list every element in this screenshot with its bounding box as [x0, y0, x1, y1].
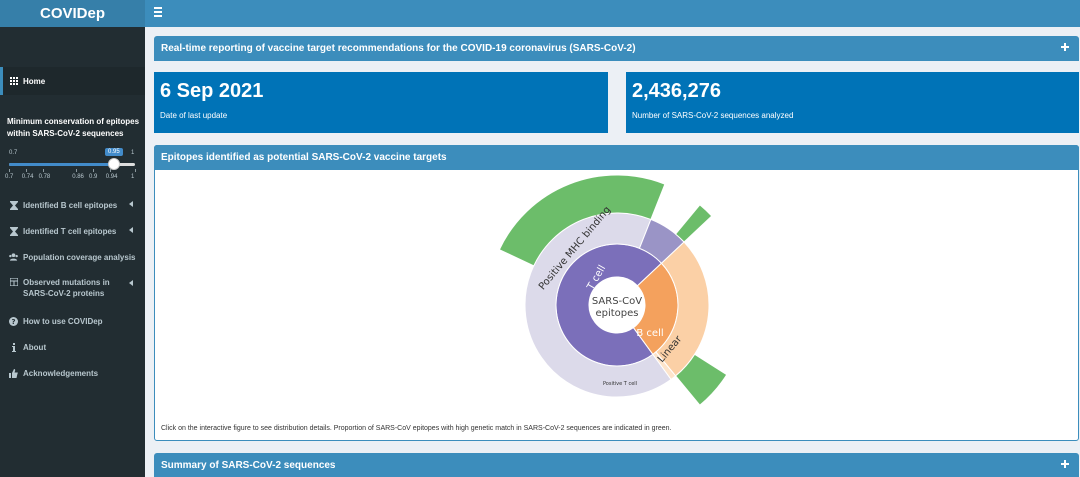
slider-tick-label: 0.7	[5, 174, 14, 180]
question-icon: ?	[9, 316, 18, 326]
sequences-analyzed-label: Number of SARS-CoV-2 sequences analyzed	[632, 111, 794, 120]
svg-text:?: ?	[11, 318, 15, 326]
sidebar-item-about[interactable]: About	[0, 336, 145, 358]
slider-tick	[42, 169, 44, 172]
sidebar-item-how-to-use[interactable]: ? How to use COVIDep	[0, 310, 145, 332]
sunburst-center-label: SARS-CoV	[592, 296, 642, 307]
sequences-analyzed-value: 2,436,276	[632, 80, 721, 102]
table-icon	[9, 277, 18, 286]
sunburst-label-b-cell: B cell	[636, 328, 663, 339]
hourglass-icon	[9, 200, 18, 210]
sidebar-item-t-cell-epitopes[interactable]: Identified T cell epitopes	[0, 220, 145, 242]
sidebar-item-label: Identified B cell epitopes	[23, 200, 118, 210]
slider-tick	[76, 169, 78, 172]
slider-title: Minimum conservation of epitopes within …	[7, 117, 140, 138]
sidebar-item-label: Acknowledgements	[23, 368, 99, 378]
slider-tick-label: 0.86	[72, 174, 84, 180]
expand-plus-icon[interactable]	[1061, 460, 1069, 468]
slider-tick	[25, 169, 27, 172]
top-navbar	[145, 0, 1080, 27]
last-update-value: 6 Sep 2021	[160, 80, 264, 102]
slider-tick	[93, 169, 94, 172]
sidebar-item-home[interactable]: Home	[0, 67, 145, 95]
sunburst-segment-other[interactable]	[652, 351, 677, 381]
slider-value: 0.95	[105, 148, 123, 156]
sidebar-item-label: Home	[23, 76, 46, 86]
chevron-left-icon	[129, 280, 133, 286]
slider-min-label: 0.7	[9, 150, 18, 156]
slider-tick-label: 1	[131, 174, 135, 180]
sidebar-toggle-icon[interactable]	[154, 7, 166, 19]
slider-tick-label: 0.9	[89, 174, 98, 180]
slider-track[interactable]	[9, 163, 135, 166]
users-icon	[9, 253, 18, 262]
last-update-label: Date of last update	[160, 111, 228, 120]
slider-tick-label: 0.94	[105, 174, 118, 180]
sidebar-item-population-coverage[interactable]: Population coverage analysis	[0, 246, 145, 268]
grid-icon	[9, 77, 18, 86]
slider-tick-label: 0.78	[38, 174, 51, 180]
info-icon	[9, 342, 18, 352]
sunburst-high-match-segment[interactable]	[498, 174, 666, 267]
chart-caption: Click on the interactive figure to see d…	[161, 425, 672, 432]
box-title: Epitopes identified as potential SARS-Co…	[161, 152, 447, 163]
sidebar-item-b-cell-epitopes[interactable]: Identified B cell epitopes	[0, 194, 145, 216]
slider-fill	[9, 163, 114, 166]
expand-plus-icon[interactable]	[1061, 43, 1069, 51]
slider-max-label: 1	[131, 150, 135, 156]
slider-tick	[9, 169, 10, 172]
epitopes-box: Epitopes identified as potential SARS-Co…	[154, 145, 1079, 441]
last-update-valuebox: 6 Sep 2021 Date of last update	[154, 72, 608, 133]
slider-handle[interactable]	[108, 158, 120, 170]
app-title: COVIDep	[39, 5, 105, 22]
chevron-left-icon	[129, 201, 133, 207]
realtime-reporting-header[interactable]: Real-time reporting of vaccine target re…	[154, 36, 1079, 61]
chevron-left-icon	[129, 227, 133, 233]
slider-tick	[109, 169, 111, 172]
app-logo: COVIDep	[0, 0, 145, 27]
slider-tick-label: 0.74	[21, 174, 34, 180]
sidebar-item-label: Identified T cell epitopes	[23, 226, 117, 236]
sidebar-item-label: Observed mutations in SARS-CoV-2 protein…	[23, 278, 110, 298]
epitopes-box-header: Epitopes identified as potential SARS-Co…	[154, 145, 1079, 170]
slider-tick	[135, 169, 136, 172]
sidebar-item-label: Population coverage analysis	[23, 252, 136, 262]
sidebar-item-observed-mutations[interactable]: Observed mutations in SARS-CoV-2 protein…	[0, 273, 145, 303]
sidebar: Home Minimum conservation of epitopes wi…	[0, 27, 145, 477]
sidebar-item-label: How to use COVIDep	[23, 316, 103, 326]
thumbs-up-icon	[9, 368, 18, 378]
sequences-analyzed-valuebox: 2,436,276 Number of SARS-CoV-2 sequences…	[626, 72, 1079, 133]
sunburst-center-label: epitopes	[595, 308, 638, 319]
sidebar-item-label: About	[23, 342, 47, 352]
summary-sequences-header[interactable]: Summary of SARS-CoV-2 sequences	[154, 453, 1079, 477]
box-title: Real-time reporting of vaccine target re…	[161, 43, 636, 54]
hourglass-icon	[9, 226, 18, 236]
sidebar-item-acknowledgements[interactable]: Acknowledgements	[0, 362, 145, 384]
sunburst-high-match-segment[interactable]	[674, 353, 728, 406]
box-title: Summary of SARS-CoV-2 sequences	[161, 459, 336, 471]
sunburst-label-positive-t-cell: Positive T cell	[603, 381, 637, 387]
sunburst-high-match-segment[interactable]	[674, 204, 713, 243]
